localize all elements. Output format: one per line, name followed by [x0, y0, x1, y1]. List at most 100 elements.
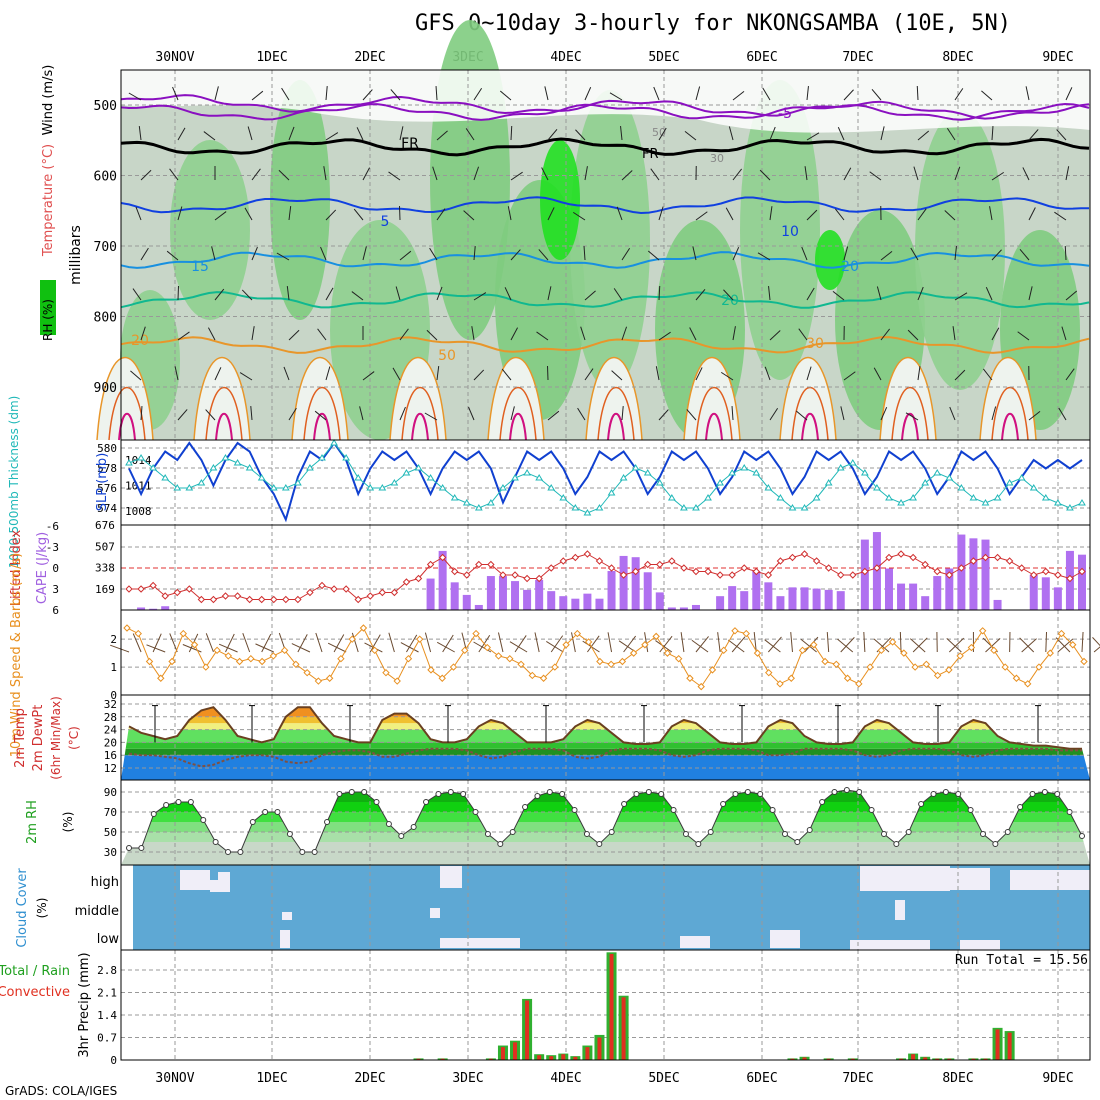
cape-bar: [559, 596, 568, 610]
wind-barb: [325, 209, 337, 221]
top-date-axis: 30NOV1DEC2DEC3DEC4DEC5DEC6DEC7DEC8DEC9DE…: [155, 50, 1073, 65]
wind-barb: [769, 407, 779, 421]
thickness-point: [885, 494, 893, 501]
cloud-patch: [950, 868, 990, 890]
li-tick-label: 6: [52, 604, 59, 617]
wind-barb: [917, 286, 924, 301]
lifted-index-point: [1066, 574, 1074, 583]
cloud-patch: [280, 930, 290, 948]
thickness-point: [800, 504, 809, 511]
precip-convective-bar: [899, 1058, 904, 1060]
lifted-index-point: [849, 571, 857, 579]
wind-speed-point: [618, 657, 627, 666]
warm-bubble-inner: [891, 387, 929, 441]
precip-legend-convective: Convective: [0, 985, 70, 1000]
thickness-point: [173, 484, 182, 491]
rh-point: [955, 791, 962, 797]
thickness-point: [981, 499, 990, 506]
wind-speed-point: [123, 624, 131, 632]
lifted-index-point: [619, 571, 628, 579]
warm-bubble-inner: [499, 387, 537, 441]
wind-barb: [917, 130, 930, 141]
hot-core: [705, 413, 723, 441]
wind-barb-10m: [205, 633, 214, 653]
lifted-index-point: [414, 574, 423, 583]
cloud-patch: [440, 866, 462, 888]
temp-tick-label: 24: [104, 724, 118, 737]
precip-convective-bar: [995, 1029, 1000, 1060]
wind-barb: [1028, 286, 1033, 301]
wind-speed-point: [922, 660, 931, 668]
wind-barb: [905, 412, 919, 421]
rh-point: [373, 799, 380, 805]
rh-point: [905, 829, 912, 835]
cape-bar: [607, 571, 616, 610]
rh-point: [423, 799, 430, 805]
wind-barb-10m: [695, 636, 709, 653]
date-label-top: 4DEC: [550, 50, 581, 65]
wind-barb: [764, 366, 771, 381]
cape-bar: [691, 604, 700, 610]
wind-barb: [325, 86, 328, 101]
wind-barb: [501, 368, 512, 381]
cloud-patch: [960, 940, 1000, 950]
rh-point: [732, 791, 739, 797]
wind-speed-point: [393, 677, 401, 685]
ylabel-cloud-b: (%): [35, 898, 49, 919]
precip-convective-bar: [440, 1058, 445, 1060]
wind-speed-point: [731, 627, 739, 635]
thickness-point: [607, 489, 616, 496]
warm-bubble-inner: [791, 387, 829, 441]
wind-speed-point: [911, 663, 919, 671]
wind-barb: [362, 89, 373, 101]
wind-barb: [207, 327, 216, 341]
cape-bar: [137, 607, 146, 610]
wind-barb: [1065, 290, 1078, 301]
wind-barb: [399, 126, 404, 141]
wind-barb-10m: [680, 632, 685, 653]
thickness-point: [1053, 499, 1062, 506]
ylabel-wind: Wind (m/s): [41, 65, 56, 136]
date-label-top: 7DEC: [842, 50, 873, 65]
lifted-index-point: [945, 571, 954, 579]
cloud-patch: [1010, 870, 1090, 890]
wind-barb: [655, 366, 660, 381]
wind-barb: [991, 327, 1000, 341]
wind-speed-point: [787, 674, 795, 682]
wind-barb-10m: [534, 632, 540, 653]
wind-barb: [584, 368, 594, 381]
wind-speed-point: [933, 671, 942, 680]
wind-barb: [991, 125, 994, 141]
thickness-point: [197, 479, 206, 486]
hot-core: [411, 413, 429, 441]
wind-barb: [650, 168, 660, 181]
precip-convective-bar: [947, 1058, 952, 1060]
wind-barb: [944, 210, 956, 221]
thickness-point: [257, 474, 266, 481]
wind-barb: [757, 252, 771, 261]
lifted-index-point: [1078, 567, 1086, 576]
wind-speed-point: [573, 629, 582, 638]
hot-core: [215, 413, 233, 441]
wind-barb: [876, 286, 882, 301]
wind-barb: [580, 326, 586, 341]
cloud-patch: [680, 936, 710, 948]
thickness-point: [1029, 484, 1038, 491]
cloud-patch: [770, 930, 800, 948]
wind-barb-10m: [607, 632, 613, 653]
cape-bar: [547, 591, 556, 610]
cape-bar: [716, 596, 725, 610]
lifted-index-point: [499, 571, 507, 579]
wind-barb: [128, 92, 142, 101]
rh-point: [918, 801, 925, 807]
cape-bar: [149, 608, 158, 610]
wind-speed-point: [686, 674, 694, 682]
panel-bg: [121, 610, 1090, 695]
wind-barb-10m: [618, 640, 636, 653]
wind-barb: [804, 166, 808, 181]
wind-barb-10m: [800, 639, 817, 653]
cape-bar: [993, 599, 1002, 610]
wind-tick-label: 2: [110, 633, 117, 646]
contour-label: 20: [721, 293, 739, 309]
isotherm-line: [120, 336, 1090, 354]
